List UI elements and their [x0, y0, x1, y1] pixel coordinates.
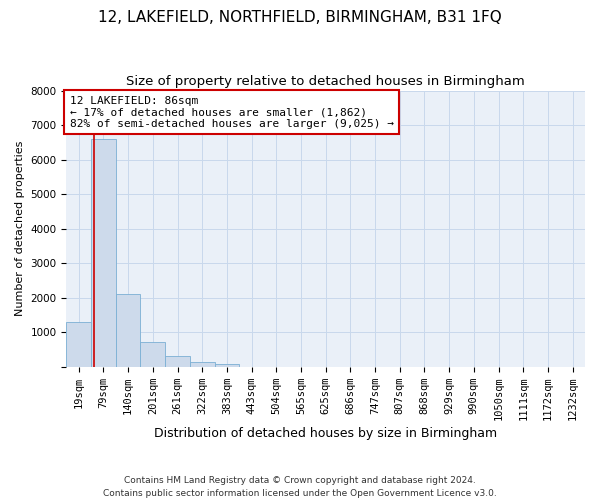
Bar — [67, 322, 91, 366]
Text: 12, LAKEFIELD, NORTHFIELD, BIRMINGHAM, B31 1FQ: 12, LAKEFIELD, NORTHFIELD, BIRMINGHAM, B… — [98, 10, 502, 25]
Text: 12 LAKEFIELD: 86sqm
← 17% of detached houses are smaller (1,862)
82% of semi-det: 12 LAKEFIELD: 86sqm ← 17% of detached ho… — [70, 96, 394, 129]
Bar — [165, 356, 190, 366]
Text: Contains HM Land Registry data © Crown copyright and database right 2024.
Contai: Contains HM Land Registry data © Crown c… — [103, 476, 497, 498]
Y-axis label: Number of detached properties: Number of detached properties — [15, 141, 25, 316]
Bar — [140, 342, 165, 366]
Bar — [215, 364, 239, 366]
X-axis label: Distribution of detached houses by size in Birmingham: Distribution of detached houses by size … — [154, 427, 497, 440]
Title: Size of property relative to detached houses in Birmingham: Size of property relative to detached ho… — [127, 75, 525, 88]
Bar — [190, 362, 215, 366]
Bar — [91, 139, 116, 366]
Bar — [116, 294, 140, 366]
